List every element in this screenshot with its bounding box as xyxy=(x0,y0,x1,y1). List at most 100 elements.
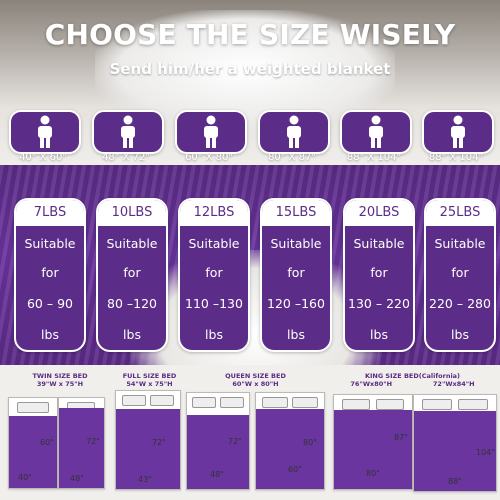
bed-dims-king: 76"Wx80"H xyxy=(350,380,393,388)
for-text: for xyxy=(123,265,141,280)
weight-label: 25LBS xyxy=(426,200,494,226)
person-icon xyxy=(204,115,218,148)
pillow-icon xyxy=(342,399,370,410)
weight-card-3: 12LBS Suitable for 110 –130 lbs xyxy=(178,198,250,352)
pillow-icon xyxy=(376,399,404,410)
pillow-icon xyxy=(150,395,174,406)
blanket-shape xyxy=(59,408,104,488)
weight-range: 60 – 90 xyxy=(26,296,73,311)
suitable-text: Suitable xyxy=(188,236,240,251)
bed-label-king: KING SIZE BED(California) 76"Wx80"H 72"W… xyxy=(330,372,495,388)
unit-text: lbs xyxy=(451,327,469,342)
size-tile-5 xyxy=(340,110,412,154)
bed-diagram-queen-2 xyxy=(255,392,325,490)
bed-diagram-queen-1 xyxy=(186,392,250,490)
bed-dims: 54"W x 75"H xyxy=(126,380,173,388)
size-dimension-5: 88" X 104" xyxy=(346,152,402,163)
pillow-icon xyxy=(192,397,216,408)
bed-diagram-twin-2 xyxy=(58,397,105,489)
size-dimension-1: 40" X 60" xyxy=(19,152,67,163)
bed-diagram-twin-1 xyxy=(8,397,58,489)
size-dimension-2: 48" X 72" xyxy=(102,152,150,163)
person-icon xyxy=(451,115,465,148)
pillow-icon xyxy=(220,397,244,408)
for-text: for xyxy=(41,265,59,280)
suitable-text: Suitable xyxy=(434,236,486,251)
for-text: for xyxy=(205,265,223,280)
unit-text: lbs xyxy=(205,327,223,342)
unit-text: lbs xyxy=(123,327,141,342)
weight-label: 7LBS xyxy=(16,200,84,226)
bed-label-full: FULL SIZE BED 54"W x 75"H xyxy=(112,372,187,388)
blanket-length-4: 72" xyxy=(228,437,242,446)
weight-label: 20LBS xyxy=(345,200,413,226)
person-icon xyxy=(287,115,301,148)
bed-name: TWIN SIZE BED xyxy=(32,372,88,380)
bed-name: QUEEN SIZE BED xyxy=(225,372,286,380)
pillow-icon xyxy=(262,397,288,408)
weight-range: 220 – 280 xyxy=(429,296,491,311)
size-tile-4 xyxy=(258,110,330,154)
size-tile-1 xyxy=(9,110,81,154)
unit-text: lbs xyxy=(41,327,59,342)
size-dimension-3: 60" X 80" xyxy=(185,152,233,163)
blanket-shape xyxy=(256,409,324,489)
blanket-shape xyxy=(187,415,249,489)
blanket-width-7: 88" xyxy=(448,477,462,486)
blanket-length-6: 87" xyxy=(394,433,408,442)
blanket-length-7: 104" xyxy=(476,448,495,457)
blanket-length-3: 72" xyxy=(152,438,166,447)
weight-card-6: 25LBS Suitable for 220 – 280 lbs xyxy=(424,198,496,352)
bed-label-queen: QUEEN SIZE BED 60"W x 80"H xyxy=(188,372,323,388)
blanket-width-5: 60" xyxy=(288,465,302,474)
bed-label-twin: TWIN SIZE BED 39"W x 75"H xyxy=(10,372,110,388)
suitable-text: Suitable xyxy=(270,236,322,251)
bed-dims: 39"W x 75"H xyxy=(36,380,84,388)
weight-card-1: 7LBS Suitable for 60 – 90 lbs xyxy=(14,198,86,352)
suitable-text: Suitable xyxy=(24,236,76,251)
page-subtitle: Send him/her a weighted blanket xyxy=(109,60,391,78)
blanket-width-4: 48" xyxy=(210,470,224,479)
blanket-shape xyxy=(9,416,57,488)
size-dimension-6: 88" X 104" xyxy=(428,152,484,163)
weight-card-2: 10LBS Suitable for 80 –120 lbs xyxy=(96,198,168,352)
suitable-text: Suitable xyxy=(106,236,158,251)
size-dimension-4: 80" X 87" xyxy=(268,152,316,163)
person-icon xyxy=(121,115,135,148)
unit-text: lbs xyxy=(370,327,388,342)
pillow-icon xyxy=(422,399,452,410)
for-text: for xyxy=(451,265,469,280)
blanket-shape xyxy=(414,411,496,491)
weight-range: 110 –130 xyxy=(185,296,243,311)
blanket-length-1: 60" xyxy=(40,438,54,447)
blanket-width-2: 48" xyxy=(70,474,84,483)
pillow-icon xyxy=(292,397,318,408)
blanket-width-6: 80" xyxy=(366,469,380,478)
size-tile-3 xyxy=(175,110,247,154)
bed-dims-california: 72"Wx84"H xyxy=(432,380,475,388)
blanket-width-1: 40" xyxy=(18,473,32,482)
unit-text: lbs xyxy=(287,327,305,342)
bed-diagram-california-king xyxy=(413,394,497,492)
blanket-length-5: 80" xyxy=(303,438,317,447)
pillow-icon xyxy=(122,395,146,406)
bed-name: KING SIZE BED(California) xyxy=(364,372,461,380)
blanket-width-3: 43" xyxy=(138,475,152,484)
blanket-length-2: 72" xyxy=(86,437,100,446)
pillow-icon xyxy=(458,399,488,410)
page-title: CHOOSE THE SIZE WISELY xyxy=(44,18,456,51)
bed-name: FULL SIZE BED xyxy=(122,372,177,380)
person-icon xyxy=(38,115,52,148)
weight-range: 120 –160 xyxy=(267,296,325,311)
weight-card-4: 15LBS Suitable for 120 –160 lbs xyxy=(260,198,332,352)
size-tile-2 xyxy=(92,110,164,154)
for-text: for xyxy=(370,265,388,280)
weight-range: 80 –120 xyxy=(107,296,157,311)
weight-label: 15LBS xyxy=(262,200,330,226)
weight-label: 12LBS xyxy=(180,200,248,226)
weight-label: 10LBS xyxy=(98,200,166,226)
bed-diagram-king xyxy=(333,394,413,490)
size-tile-6 xyxy=(422,110,494,154)
blanket-shape xyxy=(334,410,412,489)
bed-dims: 60"W x 80"H xyxy=(232,380,279,388)
